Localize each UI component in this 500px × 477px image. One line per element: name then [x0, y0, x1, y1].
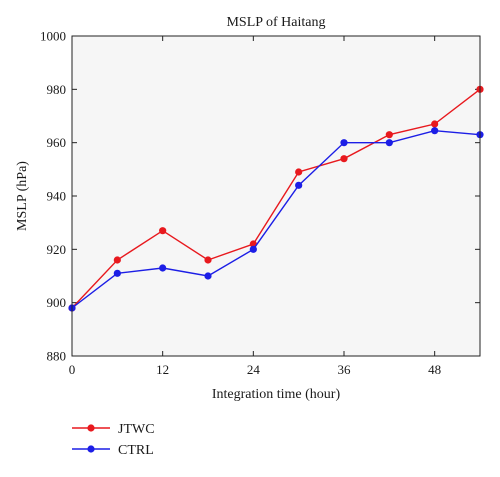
chart-title: MSLP of Haitang — [226, 15, 325, 30]
legend-label-ctrl: CTRL — [118, 443, 154, 458]
y-tick-label: 960 — [47, 135, 67, 150]
data-point-jtwc — [113, 256, 121, 264]
data-point-jtwc — [385, 131, 393, 139]
x-tick-label: 24 — [247, 362, 261, 377]
legend-marker-jtwc — [87, 424, 95, 432]
axis-ticks-layer: 0 12 24 36 48 880 900 920 940 960 980 1000 — [40, 29, 480, 377]
y-tick-label: 980 — [47, 82, 67, 97]
plot-frame — [71, 35, 481, 357]
data-point-ctrl — [431, 127, 439, 135]
legend: JTWC CTRL — [72, 422, 155, 458]
data-point-ctrl — [159, 264, 167, 272]
legend-marker-ctrl — [87, 445, 95, 453]
data-point-jtwc — [340, 155, 348, 163]
data-point-jtwc — [159, 227, 167, 235]
y-axis-label: MSLP (hPa) — [15, 161, 30, 231]
x-tick-label: 48 — [428, 362, 441, 377]
series-line-ctrl — [71, 129, 481, 309]
data-point-ctrl — [113, 269, 121, 277]
series-line-jtwc — [71, 88, 481, 309]
y-tick-label: 940 — [47, 189, 67, 204]
data-point-ctrl — [249, 245, 257, 253]
series-layer — [68, 85, 484, 312]
y-tick-label: 900 — [47, 295, 67, 310]
data-point-ctrl — [204, 272, 212, 280]
x-axis-label: Integration time (hour) — [212, 387, 341, 402]
data-point-ctrl — [295, 181, 303, 189]
data-point-ctrl — [385, 139, 393, 147]
x-tick-label: 36 — [338, 362, 352, 377]
x-tick-label: 12 — [156, 362, 169, 377]
y-tick-label: 920 — [47, 242, 67, 257]
data-point-jtwc — [295, 168, 303, 176]
data-point-jtwc — [431, 120, 439, 128]
plot-background — [72, 36, 480, 356]
y-tick-label: 1000 — [40, 29, 66, 44]
x-tick-label: 0 — [69, 362, 76, 377]
data-point-jtwc — [204, 256, 212, 264]
legend-label-jtwc: JTWC — [118, 422, 155, 437]
y-tick-label: 880 — [47, 349, 67, 364]
data-point-ctrl — [340, 139, 348, 147]
